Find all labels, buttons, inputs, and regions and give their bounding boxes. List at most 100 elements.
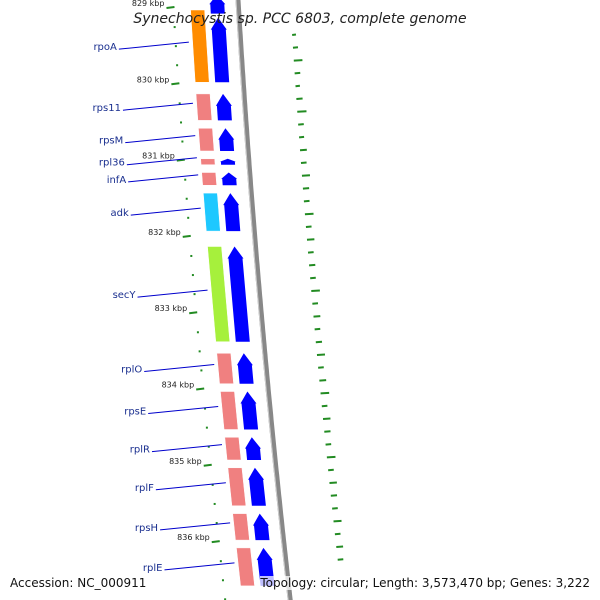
- kbp-ticks: 829 kbp 830 kbp 831 kbp 832 kbp 833 kbp 834 k…: [132, 0, 227, 600]
- forward-gene-arrow-11: [245, 437, 262, 460]
- gene-label-rpsH: rpsH: [135, 523, 158, 534]
- forward-gene-arrow-2: [210, 17, 230, 83]
- gene-leader-line: [144, 364, 215, 373]
- gc-skew-mark: [328, 468, 334, 472]
- gene-block-rplR: [224, 437, 242, 461]
- gc-skew-mark: [307, 251, 314, 254]
- forward-gene-arrow-1: [209, 0, 226, 14]
- gc-skew-mark: [332, 507, 338, 510]
- gc-skew-track: [292, 33, 344, 561]
- accession-text: Accession: NC_000911: [10, 576, 147, 590]
- gene-block-adk: [203, 192, 221, 232]
- gene-leader-line: [118, 41, 189, 50]
- kbp-tick-mark: [166, 6, 175, 9]
- gc-skew-mark: [309, 263, 316, 267]
- gene-label-rpsM: rpsM: [99, 136, 123, 147]
- gene-leader-line: [125, 135, 196, 144]
- kbp-tick-mark: [189, 311, 198, 315]
- gene-label-rpl36: rpl36: [99, 158, 125, 169]
- kbp-tick-label: 835 kbp: [169, 457, 202, 466]
- gc-skew-mark: [298, 135, 305, 139]
- gene-label-rps11: rps11: [93, 103, 121, 114]
- gene-block-secY: [207, 246, 231, 342]
- gene-block-rpoA: [190, 9, 210, 83]
- kbp-tick-mark: [182, 234, 191, 238]
- map-title: Synechocystis sp. PCC 6803, complete gen…: [133, 11, 466, 27]
- gene-block-rplF: [227, 467, 247, 507]
- forward-gene-arrow-9: [236, 353, 254, 384]
- gc-skew-mark: [320, 391, 330, 395]
- topology-text: Topology: circular; Length: 3,573,470 bp…: [260, 576, 590, 590]
- kbp-tick-label: 836 kbp: [177, 533, 210, 542]
- gene-leader-line: [126, 157, 197, 166]
- gc-skew-mark: [292, 46, 299, 49]
- gene-leader-line: [128, 174, 199, 183]
- gc-skew-mark: [292, 33, 297, 36]
- genome-backbone: [235, 0, 293, 600]
- gc-skew-mark: [293, 59, 303, 62]
- gc-skew-mark: [318, 366, 324, 369]
- gene-label-rplO: rplO: [121, 365, 142, 376]
- gene-label-rplR: rplR: [130, 445, 150, 456]
- backbone-highlight: [235, 0, 289, 600]
- gene-labels: rpoA rps11 rpsM rpl36 infA adk secY rplO rpsE rpl…: [93, 41, 235, 574]
- gc-skew-mark: [294, 71, 301, 75]
- gc-skew-mark: [305, 225, 312, 228]
- gene-block-rplO: [216, 353, 234, 384]
- forward-gene-arrow-10: [240, 391, 259, 430]
- gene-block-rpsE: [220, 391, 239, 430]
- kbp-tick-label: 833 kbp: [155, 304, 188, 313]
- gc-skew-mark: [315, 340, 323, 344]
- kbp-tick-label: 834 kbp: [162, 381, 195, 390]
- kbp-tick-label: 831 kbp: [142, 152, 175, 161]
- gene-label-rpsE: rpsE: [124, 406, 146, 417]
- gene-label-infA: infA: [107, 175, 127, 186]
- gc-skew-mark: [301, 174, 311, 177]
- backbone-arc: [235, 0, 293, 600]
- forward-strand-genes: [209, 0, 275, 586]
- gc-skew-mark: [304, 212, 314, 216]
- gene-block-infA: [201, 172, 217, 186]
- forward-gene-arrow-13: [253, 513, 270, 541]
- gc-skew-mark: [310, 276, 316, 280]
- gc-skew-mark: [296, 97, 303, 100]
- kbp-tick-label: 830 kbp: [137, 75, 170, 84]
- gc-skew-mark: [325, 443, 332, 446]
- forward-gene-arrow-6: [221, 172, 238, 186]
- gc-skew-mark: [300, 161, 307, 164]
- gc-skew-mark: [302, 187, 310, 190]
- gc-skew-mark: [334, 532, 341, 536]
- gene-label-rplF: rplF: [135, 483, 154, 494]
- gene-block-rps11: [195, 93, 213, 121]
- gc-skew-mark: [333, 519, 342, 523]
- gc-skew-mark: [324, 430, 331, 433]
- gc-skew-mark: [337, 558, 344, 561]
- gene-block-rplE: [236, 547, 255, 587]
- gene-leader-line: [160, 522, 231, 531]
- gc-skew-mark: [329, 481, 337, 484]
- reverse-strand-genes: [190, 9, 255, 587]
- gc-skew-mark: [322, 417, 331, 420]
- kbp-tick-label: 829 kbp: [132, 0, 165, 8]
- kbp-tick-label: 832 kbp: [148, 228, 181, 237]
- forward-gene-arrow-3: [215, 93, 232, 121]
- gene-label-rpoA: rpoA: [93, 42, 117, 53]
- forward-gene-arrow-4: [218, 128, 235, 151]
- gene-label-secY: secY: [113, 290, 137, 301]
- gc-skew-mark: [314, 327, 321, 331]
- kbp-tick-mark: [211, 540, 220, 544]
- gc-skew-mark: [316, 353, 326, 356]
- forward-gene-arrow-5: [219, 158, 236, 165]
- forward-gene-arrow-8: [227, 246, 250, 342]
- gene-leader-line: [151, 444, 223, 453]
- gene-leader-line: [137, 289, 208, 298]
- gene-block-rpsM: [198, 128, 215, 152]
- gene-label-adk: adk: [110, 208, 128, 219]
- gc-skew-mark: [295, 84, 301, 88]
- gc-skew-mark: [313, 315, 321, 318]
- forward-gene-arrow-12: [248, 467, 266, 506]
- gc-skew-mark: [298, 123, 304, 126]
- gene-leader-line: [122, 102, 193, 111]
- gc-skew-mark: [336, 545, 344, 548]
